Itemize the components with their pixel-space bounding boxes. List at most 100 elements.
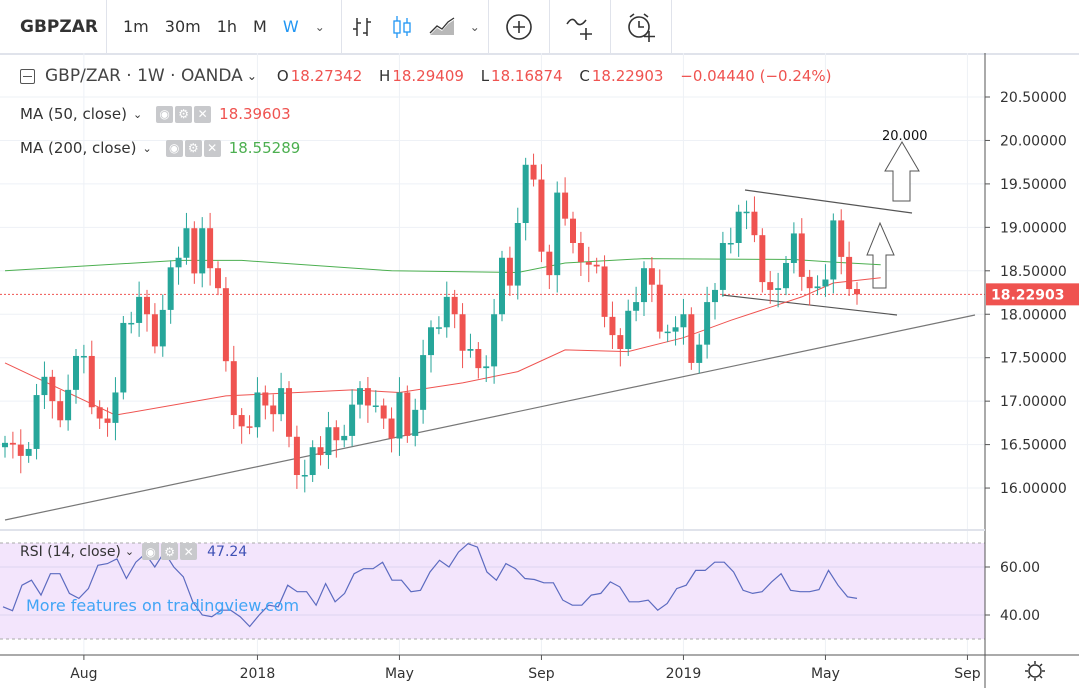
candle (798, 218, 805, 291)
open-value: 18.27342 (290, 67, 363, 85)
interval-dropdown-chevron-icon[interactable]: ⌄ (314, 19, 325, 34)
candle-body (767, 282, 774, 290)
candle-body (783, 262, 789, 289)
candle (522, 157, 529, 241)
candle (65, 374, 72, 431)
candle (57, 390, 64, 428)
candle (357, 381, 363, 419)
candle-body (96, 407, 103, 419)
candle-body (577, 242, 584, 263)
close-icon[interactable]: ✕ (203, 139, 221, 157)
close-icon[interactable]: ✕ (194, 105, 212, 123)
divider (340, 0, 342, 53)
tradingview-promo-link[interactable]: More features on tradingview.com (26, 596, 300, 615)
ma50-label[interactable]: MA (50, close) (20, 105, 127, 123)
gear-icon[interactable]: ⚙ (184, 139, 202, 157)
open-label: O (276, 67, 289, 85)
candle (25, 441, 32, 463)
chevron-down-icon[interactable]: ⌄ (132, 107, 143, 121)
candle (570, 211, 576, 254)
candle-body (838, 220, 845, 257)
candle-body (254, 392, 261, 428)
ma200-label[interactable]: MA (200, close) (20, 139, 137, 157)
ascending-trendline[interactable] (4, 314, 976, 521)
candle-body (514, 223, 521, 286)
candle (286, 381, 292, 448)
candle (459, 303, 466, 369)
rsi-label[interactable]: RSI (14, close) (20, 543, 121, 560)
candle-body (798, 233, 805, 277)
candle (293, 425, 300, 489)
candle-body (751, 211, 758, 236)
up-arrow-target[interactable] (884, 141, 920, 202)
eye-icon[interactable]: ◉ (156, 105, 174, 123)
candle-body (286, 388, 292, 437)
candle-body (80, 355, 87, 358)
area-chart-icon[interactable] (422, 0, 462, 53)
candle (246, 415, 253, 435)
interval-month[interactable]: M (253, 17, 267, 36)
candle-body (104, 418, 111, 423)
interval-week[interactable]: W (282, 17, 299, 36)
change-value: −0.04440 (−0.24%) (680, 67, 832, 85)
last-price-tag: 18.22903 (986, 283, 1079, 306)
candle (530, 153, 537, 187)
candles (2, 153, 860, 493)
candle (830, 213, 837, 294)
candle (341, 424, 348, 448)
interval-1h[interactable]: 1h (216, 17, 238, 36)
candle (380, 398, 387, 429)
chevron-down-icon[interactable]: ⌄ (246, 69, 257, 83)
candle-body (491, 314, 498, 367)
rsi-axis[interactable]: 60.00 40.00 (985, 560, 1040, 624)
eye-icon[interactable]: ◉ (142, 543, 160, 560)
candle-body (562, 192, 569, 219)
gear-icon[interactable]: ⚙ (161, 543, 179, 560)
close-icon[interactable]: ✕ (180, 543, 198, 560)
drawings[interactable]: 20.000 (4, 129, 976, 521)
candle-body (719, 242, 726, 290)
candle (783, 256, 789, 296)
chart-type-chevron-icon[interactable]: ⌄ (469, 19, 480, 34)
candle (546, 244, 553, 290)
chevron-down-icon[interactable]: ⌄ (142, 141, 152, 155)
candle (2, 435, 8, 458)
candle-body (625, 310, 632, 350)
candlestick-icon[interactable] (382, 0, 422, 53)
series-title[interactable]: GBP/ZAR · 1W · OANDA (45, 66, 243, 86)
candle (96, 400, 103, 429)
candle-body (357, 388, 363, 405)
candle (238, 408, 245, 444)
candle-body (159, 309, 166, 347)
candle-body (475, 349, 482, 369)
interval-1m[interactable]: 1m (123, 17, 149, 36)
candle-body (790, 233, 797, 263)
indicator-add-icon[interactable] (550, 0, 610, 53)
time-axis[interactable]: Aug 2018 May Sep 2019 May Sep (70, 655, 981, 682)
bar-chart-icon[interactable] (342, 0, 382, 53)
gear-icon[interactable]: ⚙ (175, 105, 193, 123)
candle (838, 209, 845, 275)
compare-add-icon[interactable] (489, 0, 549, 53)
candle (822, 264, 829, 297)
candle (743, 200, 750, 230)
channel-top-trendline[interactable] (744, 189, 913, 214)
chevron-down-icon[interactable]: ⌄ (124, 545, 135, 558)
candle (215, 261, 221, 296)
candle-body (641, 268, 647, 303)
candle-body (333, 427, 340, 441)
alert-add-icon[interactable] (611, 0, 671, 53)
price-axis[interactable]: 20.50000 20.00000 19.50000 19.00000 18.50000… (985, 90, 1067, 497)
candle-body (17, 444, 24, 456)
settings-gear-icon[interactable] (1025, 661, 1045, 681)
eye-icon[interactable]: ◉ (165, 139, 183, 157)
interval-30m[interactable]: 30m (164, 17, 201, 36)
candle-body (483, 366, 490, 369)
candle-body (759, 235, 766, 283)
up-arrow[interactable] (866, 221, 895, 289)
collapse-legend-icon[interactable] (20, 68, 35, 84)
candle (688, 307, 695, 370)
time-tick-label: 2019 (666, 666, 702, 682)
ohlc-values: O 18.27342 H 18.29409 L 18.16874 C 18.22903 … (277, 67, 834, 85)
symbol-search[interactable]: GBPZAR (20, 16, 98, 37)
